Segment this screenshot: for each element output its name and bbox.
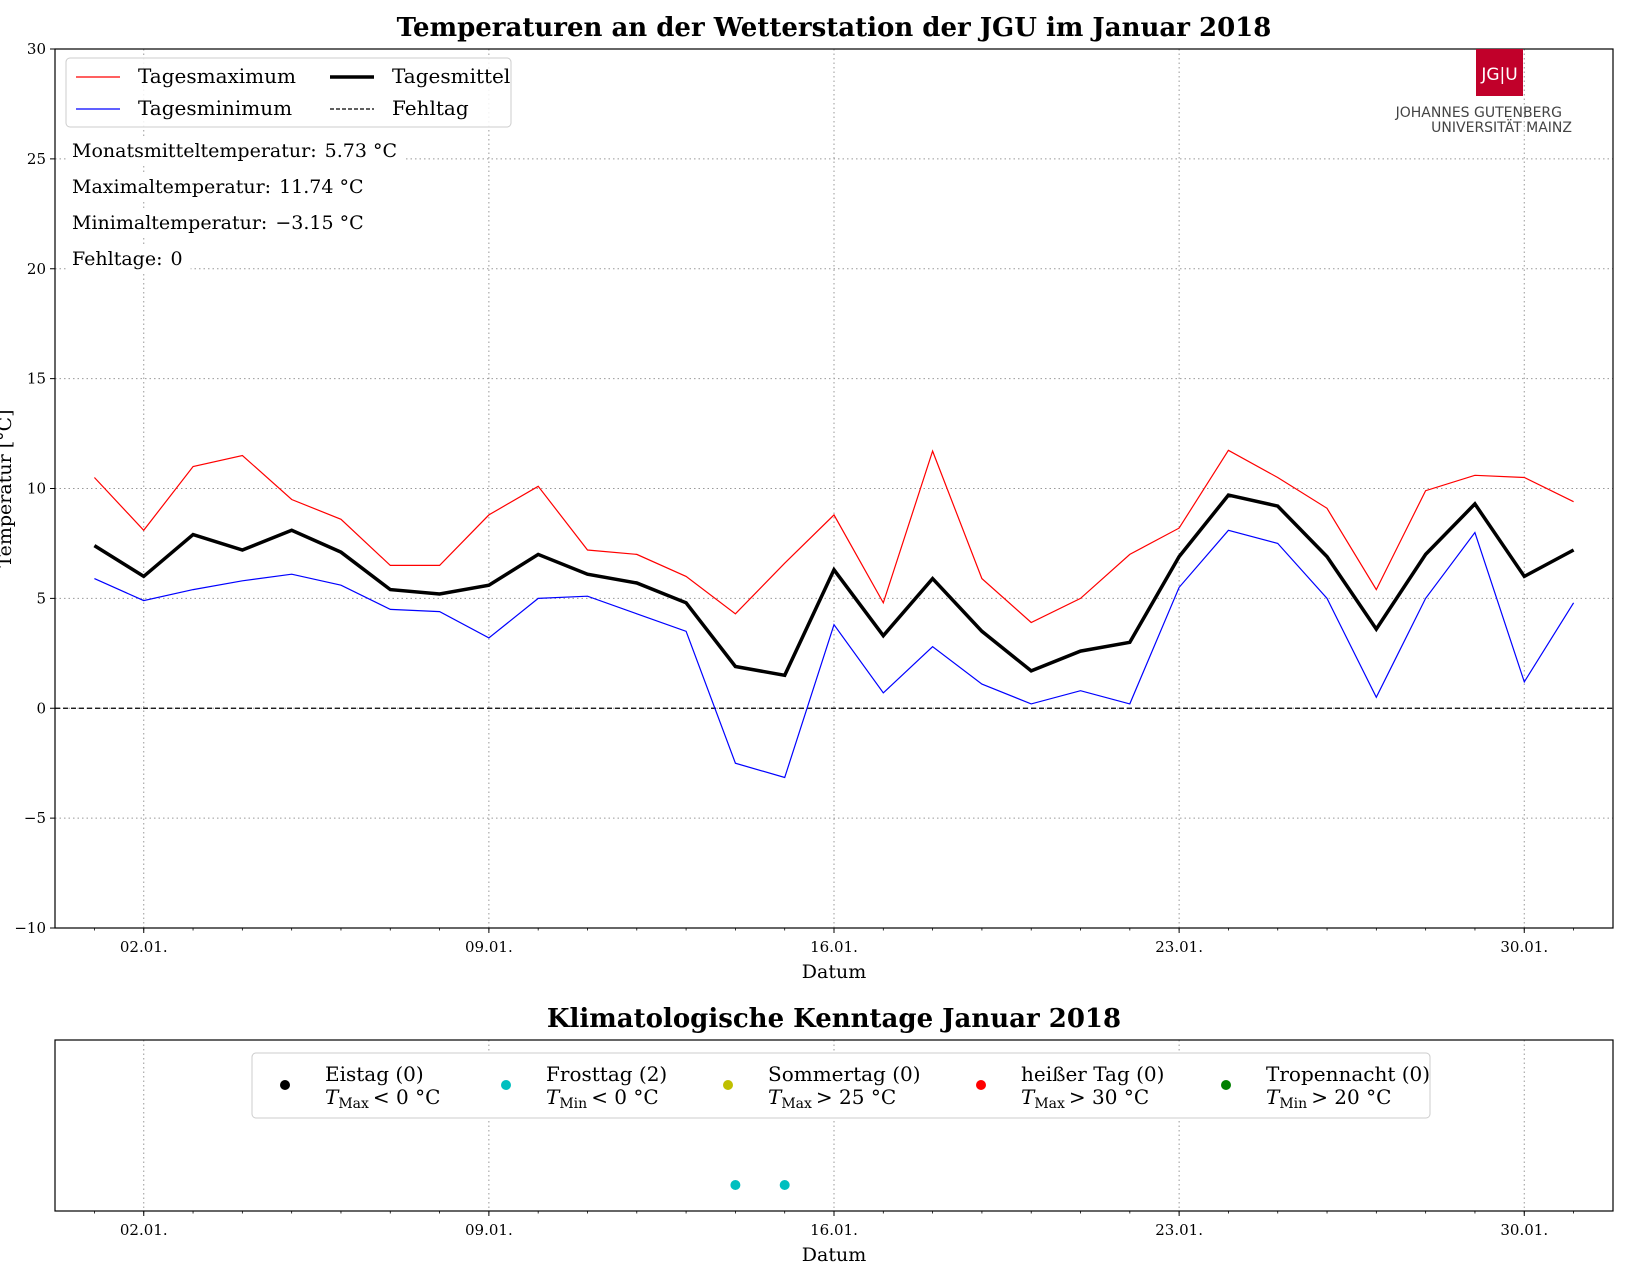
chart-title: Temperaturen an der Wetterstation der JG… bbox=[397, 13, 1272, 43]
y-tick-label: 30 bbox=[27, 40, 46, 58]
x-tick-label: 30.01. bbox=[1500, 1221, 1548, 1239]
y-tick-label: 5 bbox=[36, 589, 46, 607]
annotation-background bbox=[68, 137, 405, 164]
legend-condition-sub: Min bbox=[559, 1096, 587, 1112]
logo-line1: JOHANNES GUTENBERG bbox=[1395, 105, 1562, 121]
y-tick-label: 25 bbox=[27, 150, 46, 168]
series-line-tagesminimum bbox=[94, 529, 1575, 779]
annotation-text: Fehltage: 0 bbox=[72, 248, 183, 270]
annotation-label: Monatsmitteltemperatur: bbox=[72, 140, 317, 162]
annotation-text: Monatsmitteltemperatur: 5.73 °C bbox=[72, 140, 397, 162]
annotation-label: Fehltage: bbox=[72, 248, 162, 270]
y-tick-label: −5 bbox=[24, 809, 46, 827]
legend-condition-sub: Max bbox=[338, 1096, 369, 1112]
annotation-label: Maximaltemperatur: bbox=[72, 176, 271, 198]
x-tick-label: 16.01. bbox=[810, 938, 858, 956]
logo-line2: UNIVERSITÄT MAINZ bbox=[1431, 118, 1572, 136]
legend-label: heißer Tag (0) bbox=[1021, 1062, 1164, 1086]
legend-condition-value: > 25 °C bbox=[816, 1085, 896, 1109]
annotation-text: Maximaltemperatur: 11.74 °C bbox=[72, 176, 364, 198]
frosttag-point bbox=[730, 1180, 741, 1190]
legend-label: Tropennacht (0) bbox=[1266, 1062, 1430, 1086]
y-tick-label: 15 bbox=[27, 370, 46, 388]
legend-label: Tagesminimum bbox=[138, 96, 292, 120]
legend-condition-var: T bbox=[325, 1085, 340, 1109]
legend-marker bbox=[501, 1080, 511, 1090]
temperature-chart: Temperaturen an der Wetterstation der JG… bbox=[0, 13, 1614, 983]
annotation-value: 11.74 °C bbox=[279, 176, 363, 198]
annotation-background bbox=[68, 173, 372, 200]
x-tick-label: 23.01. bbox=[1155, 938, 1203, 956]
annotation-label: Minimaltemperatur: bbox=[72, 212, 267, 234]
legend-condition-value: < 0 °C bbox=[591, 1085, 659, 1109]
legend-condition: TMax > 30 °C bbox=[1021, 1085, 1149, 1112]
y-axis-label: Temperatur [°C] bbox=[0, 409, 16, 567]
legend-condition: TMax > 25 °C bbox=[768, 1085, 896, 1112]
legend-box bbox=[251, 1052, 1431, 1119]
annotation-background bbox=[68, 245, 191, 272]
legend-condition: TMin < 0 °C bbox=[546, 1085, 659, 1112]
legend-condition: TMin > 20 °C bbox=[1266, 1085, 1391, 1112]
legend-marker bbox=[976, 1080, 986, 1090]
x-axis-label: Datum bbox=[802, 961, 866, 983]
legend-condition-sub: Min bbox=[1279, 1096, 1307, 1112]
x-tick-label: 30.01. bbox=[1500, 938, 1548, 956]
x-tick-label: 09.01. bbox=[465, 938, 513, 956]
legend-condition-var: T bbox=[768, 1085, 783, 1109]
legend-marker bbox=[723, 1080, 733, 1090]
x-tick-label: 23.01. bbox=[1155, 1221, 1203, 1239]
legend-box bbox=[65, 57, 512, 128]
legend-label: Sommertag (0) bbox=[768, 1062, 921, 1086]
legend-label: Fehltag bbox=[392, 96, 469, 120]
legend-marker bbox=[280, 1080, 290, 1090]
legend-main: Tagesmaximum Tagesminimum Tagesmittel Fehlt… bbox=[65, 57, 512, 128]
y-tick-label: 10 bbox=[27, 480, 46, 498]
frosttag-point bbox=[779, 1180, 790, 1190]
legend-condition-sub: Max bbox=[1034, 1096, 1065, 1112]
legend-condition-var: T bbox=[1021, 1085, 1036, 1109]
legend-condition-var: T bbox=[1266, 1085, 1281, 1109]
annotation-value: −3.15 °C bbox=[275, 212, 363, 234]
x-tick-label: 16.01. bbox=[810, 1221, 858, 1239]
annotation-value: 0 bbox=[170, 248, 182, 270]
legend-label: Tagesmittel bbox=[392, 64, 510, 88]
x-tick-label: 09.01. bbox=[465, 1221, 513, 1239]
x-tick-label: 02.01. bbox=[120, 938, 168, 956]
legend-label: Tagesmaximum bbox=[138, 64, 296, 88]
annotation-background bbox=[68, 209, 372, 236]
series-line-tagesmittel bbox=[93, 493, 1575, 678]
legend-condition-value: > 30 °C bbox=[1069, 1085, 1149, 1109]
annotation-text: Minimaltemperatur: −3.15 °C bbox=[72, 212, 364, 234]
legend-condition-sub: Max bbox=[781, 1096, 812, 1112]
legend-condition-value: < 0 °C bbox=[373, 1085, 441, 1109]
y-tick-label: 0 bbox=[36, 699, 46, 717]
annotation-value: 5.73 °C bbox=[325, 140, 397, 162]
kenntage-chart: Klimatologische Kenntage Januar 2018 02.0… bbox=[54, 1004, 1614, 1266]
y-tick-label: −10 bbox=[14, 919, 46, 937]
legend-label: Frosttag (2) bbox=[546, 1062, 667, 1086]
x-tick-label: 02.01. bbox=[120, 1221, 168, 1239]
chart-title: Klimatologische Kenntage Januar 2018 bbox=[547, 1004, 1121, 1034]
series-line-tagesmaximum bbox=[93, 449, 1574, 624]
legend-label: Eistag (0) bbox=[325, 1062, 424, 1086]
legend-condition: TMax < 0 °C bbox=[325, 1085, 440, 1112]
logo-mark-text: JG|U bbox=[1480, 65, 1517, 85]
legend-condition-value: > 20 °C bbox=[1311, 1085, 1391, 1109]
logo-mark bbox=[1476, 49, 1523, 96]
legend-condition-var: T bbox=[546, 1085, 561, 1109]
legend-marker bbox=[1221, 1080, 1231, 1090]
x-axis-label: Datum bbox=[802, 1244, 866, 1266]
y-tick-label: 20 bbox=[27, 260, 46, 278]
